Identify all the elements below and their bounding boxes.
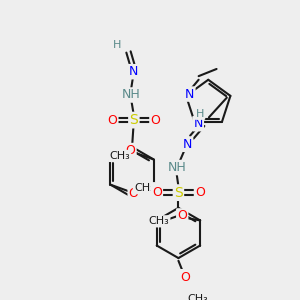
Text: CH₃: CH₃ bbox=[148, 216, 169, 226]
Text: S: S bbox=[174, 186, 183, 200]
Text: N: N bbox=[185, 88, 194, 100]
Text: O: O bbox=[150, 114, 160, 127]
Text: CH₃: CH₃ bbox=[134, 183, 155, 193]
Text: N: N bbox=[194, 117, 203, 130]
Text: O: O bbox=[181, 271, 190, 284]
Text: H: H bbox=[113, 40, 121, 50]
Text: CH₃: CH₃ bbox=[188, 294, 208, 300]
Text: NH: NH bbox=[122, 88, 141, 101]
Text: S: S bbox=[130, 113, 138, 127]
Text: O: O bbox=[129, 187, 139, 200]
Text: N: N bbox=[183, 138, 192, 151]
Text: O: O bbox=[195, 186, 205, 199]
Text: O: O bbox=[107, 114, 117, 127]
Text: O: O bbox=[177, 209, 187, 222]
Text: O: O bbox=[152, 186, 162, 199]
Text: NH: NH bbox=[167, 161, 186, 174]
Text: H: H bbox=[196, 109, 204, 119]
Text: N: N bbox=[128, 65, 138, 78]
Text: CH₃: CH₃ bbox=[110, 151, 130, 161]
Text: O: O bbox=[126, 144, 135, 157]
